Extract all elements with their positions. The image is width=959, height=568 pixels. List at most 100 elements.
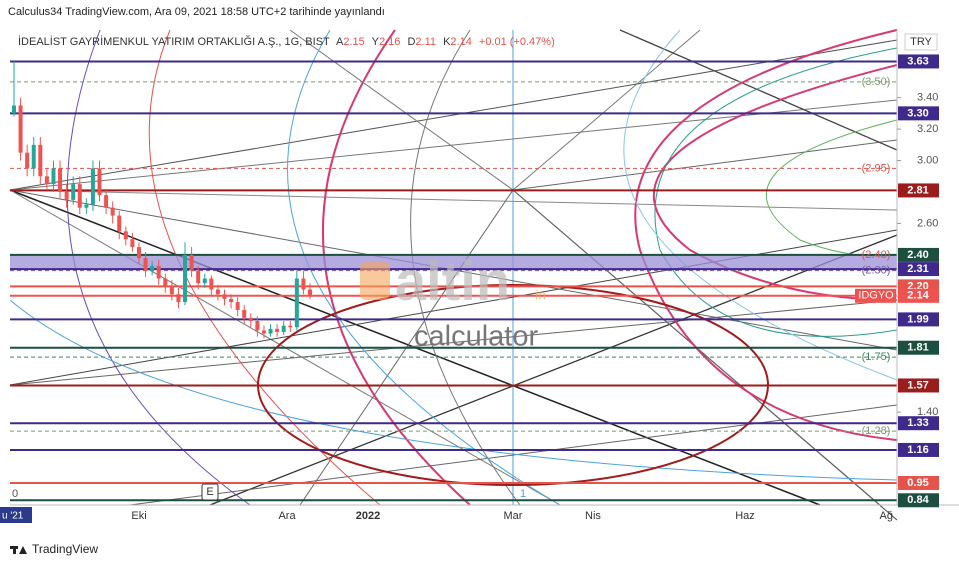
level-label-box xyxy=(898,416,939,431)
trend-line xyxy=(619,29,898,151)
y-tick-label: 3.40 xyxy=(917,92,938,104)
candle-body xyxy=(209,278,214,290)
candle-body xyxy=(51,168,56,185)
candle-body xyxy=(84,204,89,208)
candle-body xyxy=(183,254,188,303)
x-tick-label: 2022 xyxy=(356,510,380,522)
candle-body xyxy=(261,330,266,334)
level-label: 1.16 xyxy=(907,444,928,456)
ohlc-key: K xyxy=(443,36,451,48)
trend-line xyxy=(512,139,898,191)
ohlc-value: 2.15 xyxy=(343,36,364,48)
dashed-level-label: (2.95) xyxy=(862,162,891,174)
level-label: 0.84 xyxy=(907,494,929,506)
arc xyxy=(654,47,898,337)
candle-body xyxy=(189,254,194,271)
trend-line xyxy=(512,29,701,191)
level-label: 2.14 xyxy=(907,290,929,302)
level-label-box xyxy=(898,247,939,262)
candle-body xyxy=(104,195,109,208)
candle-body xyxy=(248,317,253,321)
candle-body xyxy=(25,152,30,169)
level-label-box xyxy=(898,54,939,69)
instrument: İDEALİST GAYRİMENKUL YATIRIM ORTAKLIĞI A… xyxy=(18,35,330,48)
watermark-icon xyxy=(360,262,390,300)
candles xyxy=(12,61,312,339)
level-label-box xyxy=(898,493,939,508)
candle-body xyxy=(308,289,312,296)
candle-body xyxy=(12,105,16,114)
candle-body xyxy=(215,289,220,295)
x-tick-label: Ağ xyxy=(880,510,893,522)
arc xyxy=(66,29,251,506)
level-label-box xyxy=(898,442,939,457)
candle-body xyxy=(117,215,122,232)
y-tick-label: 1.40 xyxy=(917,406,938,418)
level-label: 2.81 xyxy=(907,184,928,196)
candle-body xyxy=(64,192,69,200)
level-label-box xyxy=(898,262,939,277)
candle-body xyxy=(31,144,36,169)
trend-line xyxy=(129,404,898,506)
arc xyxy=(9,299,898,481)
logo-part xyxy=(13,546,16,554)
candle-body xyxy=(196,270,201,284)
candle-body xyxy=(44,176,49,185)
candle-body xyxy=(90,168,95,205)
candle-body xyxy=(176,294,181,303)
candle-body xyxy=(58,168,63,193)
ohlc-key: A xyxy=(336,36,344,48)
watermark: altin in calculator xyxy=(360,249,546,353)
candle-body xyxy=(281,325,286,332)
marker: 0 xyxy=(12,488,18,500)
candle-body xyxy=(294,278,299,328)
x-tick-label: Mar xyxy=(504,510,523,522)
dashed-level-label: (1.75) xyxy=(862,351,891,363)
ohlc-value: 2.14 xyxy=(450,36,471,48)
candle-body xyxy=(222,294,227,299)
dashed-level-label: (2.40) xyxy=(862,249,891,261)
candle-body xyxy=(268,328,273,334)
marker-box xyxy=(201,483,219,501)
candle-body xyxy=(275,328,280,332)
x-label-box xyxy=(0,507,32,523)
trend-line xyxy=(9,189,898,211)
x-tick-label: Eki xyxy=(131,510,146,522)
level-label: 3.63 xyxy=(907,55,928,67)
candle-body xyxy=(242,309,247,318)
change: +0.01 (+0.47%) xyxy=(479,36,555,48)
candle-body xyxy=(38,144,43,177)
arc xyxy=(652,64,898,301)
candle-body xyxy=(301,278,306,290)
level-label: 2.40 xyxy=(907,249,928,261)
trend-line xyxy=(209,234,898,506)
candle-body xyxy=(255,320,260,331)
level-band xyxy=(10,254,897,270)
symbol-box xyxy=(855,288,896,303)
dashed-level-label: (1.28) xyxy=(862,425,891,437)
arc xyxy=(287,29,561,506)
level-label: 3.30 xyxy=(907,107,928,119)
x-tick-label: Ara xyxy=(278,510,296,522)
y-tick-label: 2.60 xyxy=(917,217,938,229)
candle-body xyxy=(229,298,234,303)
levels xyxy=(10,60,897,502)
marker: E xyxy=(206,486,213,498)
candle-body xyxy=(77,184,82,208)
trend-line xyxy=(9,299,898,386)
trend-line xyxy=(289,29,514,191)
watermark-tagline: calculator xyxy=(414,321,538,353)
currency: TRY xyxy=(910,36,932,48)
x-tick-label: Haz xyxy=(735,510,755,522)
level-label: 1.57 xyxy=(907,379,928,391)
candle-body xyxy=(136,247,141,259)
legend: İDEALİST GAYRİMENKUL YATIRIM ORTAKLIĞI A… xyxy=(18,35,555,48)
symbol-label: IDGYO xyxy=(858,290,894,302)
candle-body xyxy=(130,239,135,248)
candle-body xyxy=(71,184,76,200)
level-label: 1.33 xyxy=(907,417,928,429)
level-label: 1.99 xyxy=(907,313,928,325)
footer-logo xyxy=(10,546,27,554)
arc xyxy=(322,29,471,506)
